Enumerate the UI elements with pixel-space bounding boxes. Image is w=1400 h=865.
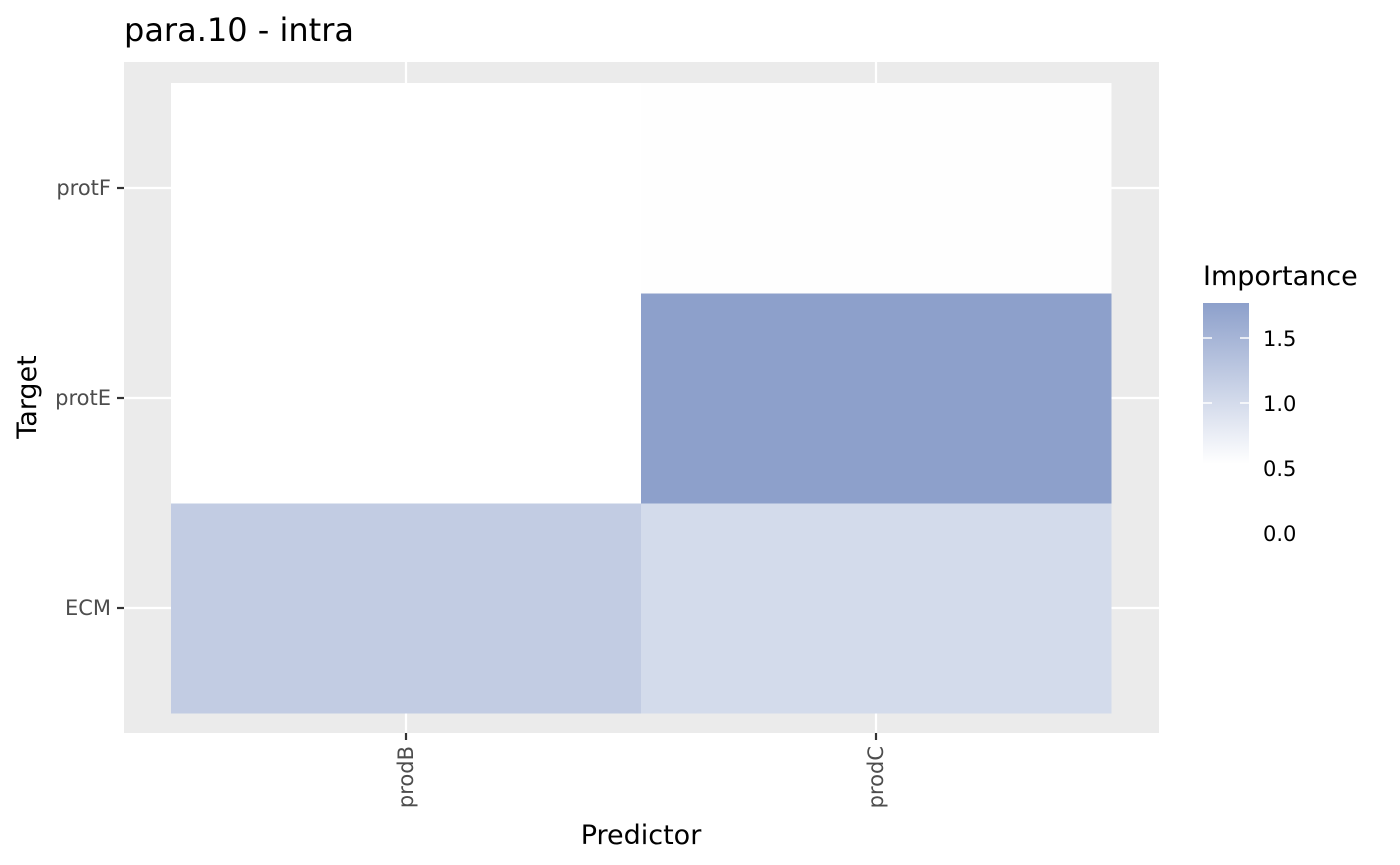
legend-break-label: 0.5 xyxy=(1263,457,1296,481)
y-axis-title: Target xyxy=(12,355,43,440)
heatmap-cells xyxy=(171,83,1112,714)
heatmap-cell-prodC-ECM xyxy=(641,503,1112,714)
heatmap-cell-prodC-protE xyxy=(641,293,1112,504)
y-tick-label-protF: protF xyxy=(56,176,111,200)
legend-title: Importance xyxy=(1203,261,1358,292)
x-tick-label-prodB: prodB xyxy=(394,746,418,808)
legend-ticks: 0.0 0.5 1.0 1.5 xyxy=(1203,327,1296,546)
legend-break-label: 1.0 xyxy=(1263,392,1296,416)
y-tick-label-ECM: ECM xyxy=(65,596,111,620)
legend-break-label: 1.5 xyxy=(1263,327,1296,351)
y-tick-label-protE: protE xyxy=(55,386,111,410)
legend-break-label: 0.0 xyxy=(1263,522,1296,546)
heatmap-cell-prodC-protF xyxy=(641,83,1112,294)
legend: Importance 0.0 0.5 1.0 1.5 xyxy=(1203,261,1358,546)
axes: ECM protE protF prodB prodC xyxy=(55,176,888,808)
heatmap-cell-prodB-protF xyxy=(171,83,642,294)
x-axis-title: Predictor xyxy=(581,820,703,851)
heatmap-cell-prodB-ECM xyxy=(171,503,642,714)
heatmap-cell-prodB-protE xyxy=(171,293,642,504)
chart-title: para.10 - intra xyxy=(124,11,354,49)
legend-colorbar xyxy=(1203,303,1249,464)
x-tick-label-prodC: prodC xyxy=(864,746,888,808)
